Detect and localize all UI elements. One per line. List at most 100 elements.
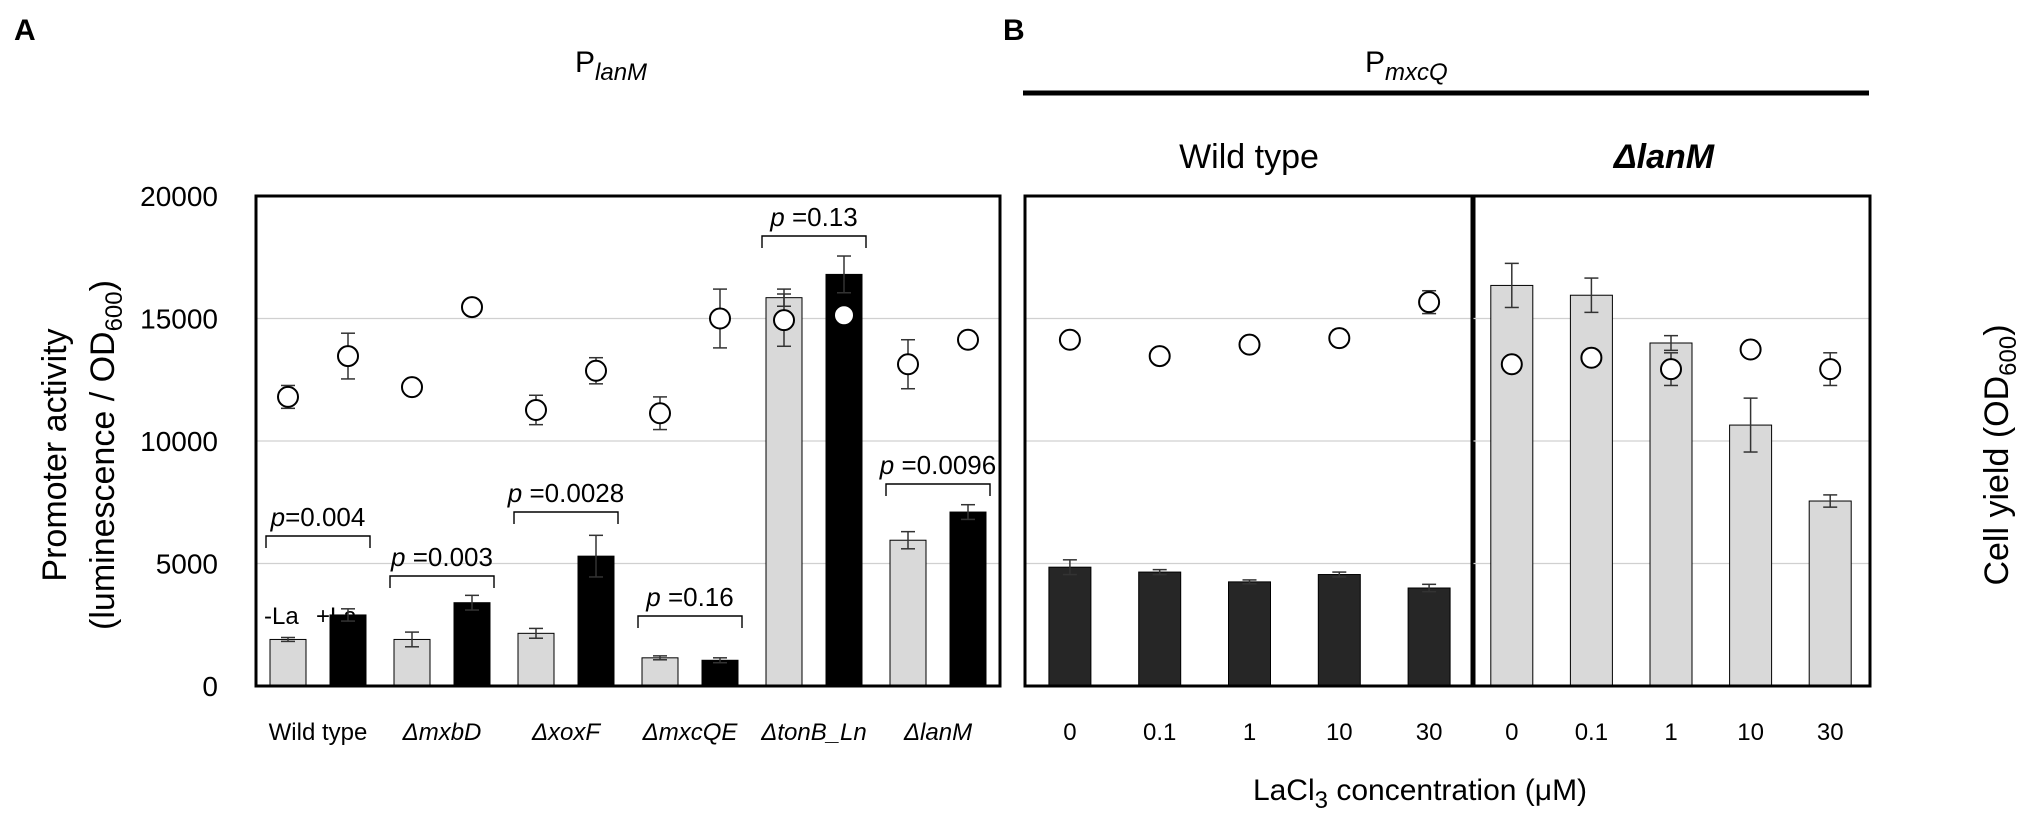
y-tick-label: 20000 [140, 181, 218, 212]
bar-plus-la [329, 614, 367, 687]
p-symbol: p [879, 450, 894, 480]
y-axis-title-line2: (luminescence / OD600) [84, 280, 128, 630]
p-symbol: p [507, 478, 522, 508]
wild-type-title: Wild type [1179, 138, 1319, 176]
bar-wild-type [1317, 574, 1361, 687]
x-tick-label-wild-type: 0 [1063, 719, 1076, 746]
category-label: ΔxoxF [531, 719, 601, 746]
yield-point-plus-la [957, 328, 979, 351]
y-tick-label: 5000 [156, 549, 218, 580]
significance-bracket [389, 575, 495, 588]
p-value-label: p=0.004 [270, 502, 366, 532]
y-tick-label: 10000 [140, 426, 218, 457]
panel-b-lanm-plot: 0 0.1 1 10 30 [1470, 194, 1872, 746]
x-tick-label-lanm: 0.1 [1575, 719, 1608, 746]
bar-minus-la [765, 297, 803, 687]
panel-a-title: PlanM [575, 46, 647, 86]
p-value-label: p =0.003 [390, 542, 493, 572]
significance-bracket [885, 483, 991, 496]
panel-b-title: PmxcQ [1365, 46, 1448, 86]
p-value-label: p =0.16 [645, 582, 733, 612]
x-tick-label-lanm: 30 [1817, 719, 1844, 746]
yield-point-lanm [1819, 358, 1842, 381]
p-symbol: p [390, 542, 405, 572]
x-tick-label-wild-type: 30 [1416, 719, 1443, 746]
bar-lanm [1649, 342, 1693, 687]
y-axis-title-line1: Promoter activity [36, 328, 74, 581]
yield-point-wild-type [1328, 327, 1351, 350]
yield-point-lanm [1580, 346, 1603, 369]
bar-plus-la [453, 602, 491, 687]
significance-bracket [637, 615, 743, 628]
p-value: =0.13 [785, 202, 858, 232]
yield-point-minus-la [773, 309, 795, 332]
category-label: ΔmxbD [402, 719, 482, 746]
bar-wild-type [1228, 581, 1271, 687]
yield-point-plus-la [461, 296, 483, 319]
bar-minus-la [889, 539, 927, 687]
bar-wild-type [1407, 587, 1451, 687]
x-tick-label-wild-type: 10 [1326, 719, 1353, 746]
yield-point-wild-type [1418, 291, 1441, 314]
frame-lanm [1470, 194, 1872, 688]
yield-point-wild-type [1238, 333, 1261, 356]
bar-lanm [1490, 284, 1534, 687]
p-value-label: p =0.0096 [879, 450, 996, 480]
category-label: ΔmxcQE [642, 719, 739, 746]
yield-point-plus-la [709, 307, 731, 330]
bar-minus-la [269, 638, 307, 687]
y-tick-label: 0 [202, 671, 218, 702]
yield-point-minus-la [401, 376, 423, 399]
bar-plus-la [701, 659, 739, 687]
x-tick-label-lanm: 0 [1505, 719, 1518, 746]
significance-bracket [761, 235, 867, 248]
category-label: ΔtonB_Ln [760, 719, 867, 746]
yield-point-plus-la [585, 359, 607, 382]
yield-point-minus-la [525, 398, 547, 421]
bar-plus-la [949, 511, 987, 687]
p-value: =0.003 [405, 542, 492, 572]
panel-b-wt-plot: 0 0.1 1 10 30 [1023, 194, 1476, 746]
yield-point-minus-la [277, 385, 299, 408]
x-tick-label-wild-type: 0.1 [1143, 719, 1176, 746]
panel-a-plot: 0 5000 10000 15000 20000 Wild type ΔmxbD ΔxoxF Δ… [140, 181, 1002, 746]
yield-point-plus-la [833, 304, 855, 327]
p-value: =0.0028 [522, 478, 624, 508]
significance-bracket [513, 511, 619, 524]
x-axis-title: LaCl3 concentration (μM) [1253, 774, 1587, 814]
p-value: =0.0096 [894, 450, 996, 480]
bar-minus-la [641, 657, 679, 687]
bar-wild-type [1138, 571, 1182, 687]
p-symbol: p [270, 502, 285, 532]
bar-lanm [1808, 500, 1852, 687]
p-value: =0.004 [285, 502, 365, 532]
x-tick-label-lanm: 10 [1737, 719, 1764, 746]
bar-plus-la [825, 273, 863, 687]
p-value-label: p =0.0028 [507, 478, 624, 508]
yield-point-minus-la [649, 402, 671, 425]
yield-point-lanm [1660, 358, 1682, 381]
p-symbol: p [645, 582, 660, 612]
yield-point-lanm [1500, 353, 1523, 376]
x-tick-label-wild-type: 1 [1243, 719, 1256, 746]
y2-axis-title: Cell yield (OD600) [1978, 324, 2022, 585]
yield-point-wild-type [1058, 328, 1081, 351]
legend-minus-la: -La [264, 603, 299, 630]
significance-bracket [265, 535, 371, 548]
p-value-label: p =0.13 [769, 202, 857, 232]
bar-minus-la [517, 632, 555, 687]
yield-point-wild-type [1148, 345, 1171, 368]
p-value: =0.16 [661, 582, 734, 612]
p-symbol: p [769, 202, 784, 232]
bar-wild-type [1048, 566, 1092, 687]
y-tick-label: 15000 [140, 304, 218, 335]
panel-a-frame [254, 194, 1002, 688]
x-tick-label-lanm: 1 [1664, 719, 1677, 746]
category-label: ΔlanM [903, 719, 972, 746]
category-label: Wild type [269, 719, 368, 746]
yield-point-minus-la [897, 353, 919, 376]
yield-point-plus-la [337, 345, 359, 368]
bar-lanm [1729, 424, 1773, 687]
lanm-title: ΔlanM [1612, 138, 1715, 176]
